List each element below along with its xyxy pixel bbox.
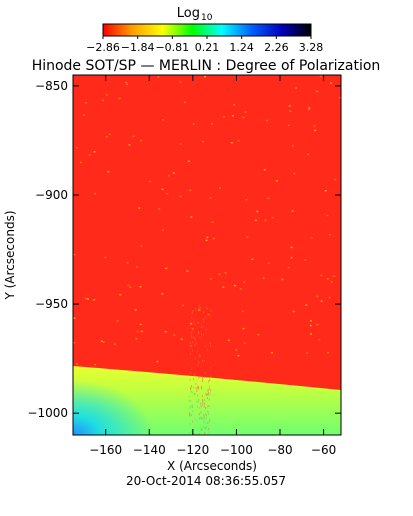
- colorbar-tick-label: 1.24: [229, 41, 254, 54]
- y-tick-label: −950: [35, 297, 68, 311]
- x-tick-label: −140: [133, 443, 166, 457]
- colorbar-label-base: Log: [177, 6, 200, 21]
- colorbar-ticks: −2.86 −1.84 −0.81 0.21 1.24 2.26 3.28: [86, 36, 323, 54]
- x-axis: −160 −140 −120 −100 −80 −60: [89, 75, 336, 457]
- y-tick-label: −1000: [27, 406, 68, 420]
- colorbar-tick-label: 0.21: [195, 41, 220, 54]
- x-tick-label: −100: [220, 443, 253, 457]
- x-tick-label: −60: [311, 443, 336, 457]
- colorbar-tick-label: 3.28: [299, 41, 324, 54]
- colorbar-tick-label: −2.86: [86, 41, 120, 54]
- chart-title: Hinode SOT/SP — MERLIN : Degree of Polar…: [32, 58, 381, 74]
- y-tick-label: −900: [35, 188, 68, 202]
- speckle-noise: [73, 75, 341, 435]
- x-tick-label: −80: [267, 443, 292, 457]
- corner-region: [73, 380, 153, 435]
- x-tick-label: −120: [176, 443, 209, 457]
- heatmap-image: [73, 75, 341, 435]
- y-axis-label: Y (Arcseconds): [3, 210, 17, 300]
- colorbar-tick-label: 2.26: [264, 41, 289, 54]
- timestamp: 20-Oct-2014 08:36:55.057: [126, 474, 286, 488]
- colorbar: [102, 23, 312, 37]
- y-tick-label: −850: [35, 79, 68, 93]
- plot-frame: [72, 74, 342, 436]
- colorbar-tick-label: −1.84: [121, 41, 155, 54]
- x-axis-label: X (Arcseconds): [167, 459, 257, 473]
- x-tick-label: −160: [89, 443, 122, 457]
- y-axis: −850 −900 −950 −1000: [27, 79, 341, 420]
- colorbar-tick-label: −0.81: [155, 41, 189, 54]
- colorbar-label-sub: 10: [201, 13, 213, 23]
